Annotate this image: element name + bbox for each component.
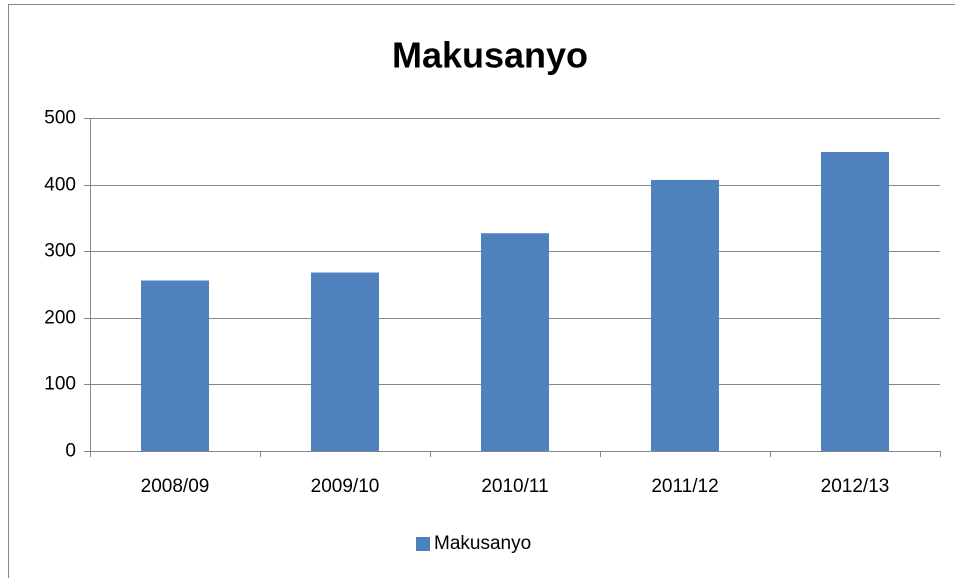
x-tick-label: 2009/10 (311, 476, 380, 497)
x-tick-label: 2012/13 (821, 476, 890, 497)
legend-swatch (416, 537, 430, 551)
x-tick-label: 2010/11 (481, 476, 548, 497)
bar (481, 233, 549, 451)
y-tick-label: 0 (65, 441, 76, 462)
y-tick-label: 400 (44, 175, 76, 196)
y-tick-label: 500 (44, 108, 76, 129)
x-tick-label: 2011/12 (651, 476, 718, 497)
bar (141, 280, 209, 451)
bar (651, 179, 719, 452)
y-tick-label: 300 (44, 241, 76, 262)
bar (311, 272, 379, 451)
legend-label: Makusanyo (434, 533, 531, 554)
x-tick-label: 2008/09 (141, 476, 210, 497)
chart-title: Makusanyo (392, 35, 588, 76)
bar (821, 151, 889, 451)
y-tick-label: 100 (44, 374, 76, 395)
y-tick-label: 200 (44, 308, 76, 329)
